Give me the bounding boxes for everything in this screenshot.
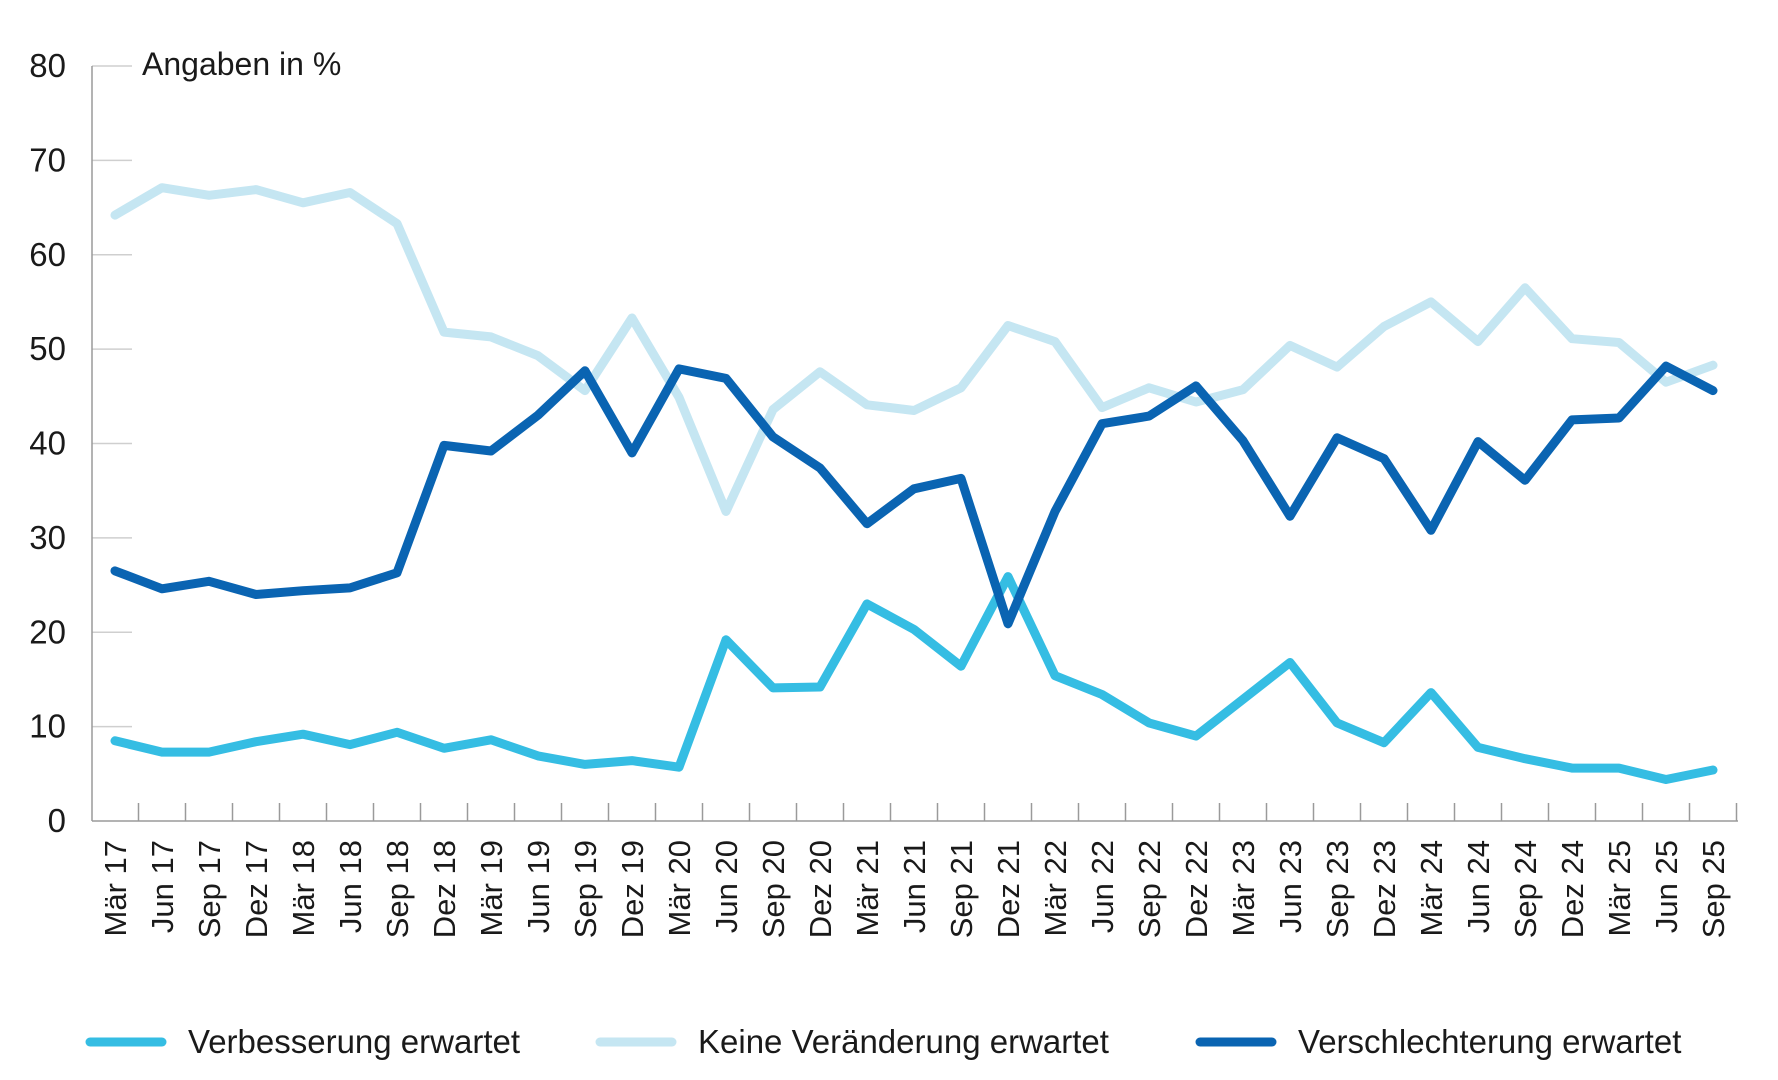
x-tick-label: Sep 21 [944,840,979,938]
legend-label: Verschlechterung erwartet [1298,1023,1681,1060]
x-tick-label: Mär 23 [1226,840,1261,936]
x-tick-label: Mär 25 [1602,840,1637,936]
y-tick-label: 20 [29,613,66,650]
x-tick-label: Mär 22 [1038,840,1073,936]
x-tick-label: Mär 21 [850,840,885,936]
y-tick-label: 40 [29,425,66,462]
series-line-verschlechterung-erwartet [110,361,1718,629]
y-tick-label: 30 [29,519,66,556]
x-tick-label: Jun 23 [1273,840,1308,933]
x-tick-label: Sep 20 [756,840,791,938]
x-tick-label: Mär 17 [98,840,133,936]
x-tick-label: Mär 24 [1414,840,1449,936]
series-line-keine-ver-nderung-erwartet [110,183,1718,516]
legend-label: Keine Veränderung erwartet [698,1023,1109,1060]
x-tick-label: Mär 20 [662,840,697,936]
x-tick-label: Sep 19 [568,840,603,938]
unit-label: Angaben in % [142,46,341,82]
x-tick-label: Dez 17 [239,840,274,938]
x-tick-label: Sep 23 [1320,840,1355,938]
x-tick-label: Dez 21 [991,840,1026,938]
x-tick-label: Jun 21 [897,840,932,933]
x-tick-label: Dez 19 [615,840,650,938]
x-tick-label: Dez 23 [1367,840,1402,938]
legend-label: Verbesserung erwartet [188,1023,520,1060]
x-tick-label: Sep 22 [1132,840,1167,938]
x-tick-label: Jun 19 [521,840,556,933]
x-tick-label: Dez 18 [427,840,462,938]
x-tick-label: Jun 18 [333,840,368,933]
y-tick-label: 10 [29,708,66,745]
series-lines [110,183,1718,784]
x-tick-label: Sep 25 [1696,840,1731,938]
x-tick-label: Jun 25 [1649,840,1684,933]
y-tick-label: 0 [48,802,66,839]
x-tick-label: Jun 22 [1085,840,1120,933]
axes: 0 10 20 30 40 50 60 70 80 Mär 17 Jun 17 Sep 17 Dez 1… [29,47,1738,938]
x-tick-label: Jun 24 [1461,840,1496,933]
x-tick-label: Dez 24 [1555,840,1590,938]
series-line-verbesserung-erwartet [110,572,1718,784]
x-tick-label: Sep 17 [192,840,227,938]
x-tick-label: Mär 19 [474,840,509,936]
x-tick-label: Dez 22 [1179,840,1214,938]
legend: Verbesserung erwartet Keine Veränderung e… [85,1023,1681,1060]
x-tick-label: Dez 20 [803,840,838,938]
x-tick-label: Sep 24 [1508,840,1543,938]
x-tick-label: Mär 18 [286,840,321,936]
x-tick-label: Jun 20 [709,840,744,933]
x-tick-label: Jun 17 [145,840,180,933]
y-tick-label: 80 [29,47,66,84]
gridlines [92,65,132,728]
y-tick-label: 50 [29,330,66,367]
x-tick-label: Sep 18 [380,840,415,938]
y-tick-label: 70 [29,141,66,178]
y-tick-label: 60 [29,236,66,273]
